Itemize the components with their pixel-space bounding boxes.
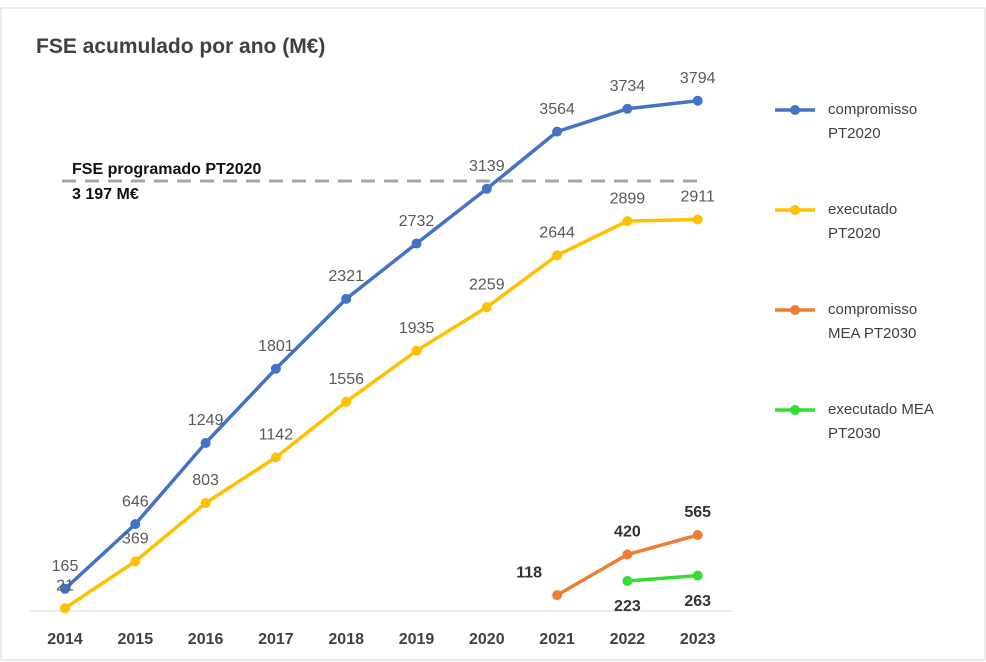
- data-label: 3139: [469, 158, 505, 175]
- data-point: [481, 302, 492, 313]
- data-point: [341, 293, 352, 304]
- data-point: [341, 396, 352, 407]
- legend-label: executado PT2020: [828, 201, 898, 242]
- legend-marker: [790, 305, 800, 315]
- data-point: [622, 103, 633, 114]
- data-label: 3734: [610, 78, 646, 95]
- data-label: 420: [614, 524, 641, 541]
- data-point: [270, 452, 281, 463]
- data-label: 803: [192, 472, 219, 489]
- data-label: 118: [516, 564, 542, 581]
- x-tick-label: 2018: [328, 631, 364, 648]
- data-label: 3564: [539, 101, 575, 118]
- legend-marker: [790, 105, 800, 115]
- x-tick-label: 2017: [258, 631, 294, 648]
- data-point: [692, 95, 703, 106]
- data-point: [130, 556, 141, 567]
- data-label: 1556: [328, 371, 364, 388]
- data-label: 2911: [680, 189, 715, 206]
- chart-title: FSE acumulado por ano (M€): [36, 35, 326, 58]
- data-label: 3794: [680, 70, 716, 87]
- data-point: [270, 363, 281, 374]
- legend-label: compromisso PT2020: [828, 101, 918, 142]
- legend-label: executado MEA PT2030: [828, 401, 934, 442]
- data-point: [411, 238, 422, 249]
- series-line: [64, 217, 698, 610]
- data-point: [622, 576, 633, 587]
- data-label: 2321: [328, 268, 364, 285]
- x-tick-label: 2014: [47, 631, 83, 648]
- data-point: [622, 549, 633, 560]
- data-label: 1935: [399, 320, 435, 337]
- x-tick-label: 2022: [610, 631, 646, 648]
- data-point: [552, 126, 563, 137]
- data-label: 165: [52, 558, 79, 575]
- data-point: [60, 583, 70, 594]
- frame: [0, 7, 986, 661]
- data-point: [692, 530, 703, 541]
- legend-marker: [790, 205, 800, 215]
- data-point: [552, 590, 563, 601]
- data-label: 2732: [399, 213, 435, 230]
- data-point: [481, 183, 492, 194]
- data-point: [622, 216, 633, 227]
- x-tick-label: 2019: [399, 631, 435, 648]
- data-label: 1801: [258, 338, 294, 355]
- reference-sublabel: 3 197 M€: [72, 186, 139, 203]
- data-label: 223: [614, 598, 641, 615]
- data-point: [200, 497, 211, 508]
- series-line: [627, 573, 698, 583]
- series-line: [63, 98, 698, 591]
- data-label: 2644: [539, 225, 575, 242]
- data-point: [200, 438, 211, 449]
- data-label: 2259: [469, 276, 505, 293]
- x-tick-label: 2015: [118, 631, 154, 648]
- data-label: 2899: [610, 190, 646, 207]
- legend-marker: [790, 405, 800, 415]
- data-label: 263: [684, 593, 711, 610]
- x-tick-label: 2020: [469, 631, 505, 648]
- legend-label: compromisso MEA PT2030: [828, 301, 918, 342]
- data-label: 21: [56, 577, 74, 594]
- data-point: [552, 250, 563, 261]
- data-label: 369: [122, 531, 149, 548]
- data-point: [130, 519, 141, 530]
- reference-label: FSE programado PT2020: [72, 161, 261, 178]
- x-tick-label: 2023: [680, 631, 716, 648]
- series-line: [556, 533, 699, 597]
- data-label: 1142: [259, 427, 294, 444]
- x-tick-label: 2021: [539, 631, 575, 648]
- data-point: [692, 214, 703, 225]
- data-label: 565: [684, 504, 711, 521]
- data-point: [60, 603, 70, 614]
- data-label: 1249: [188, 412, 224, 429]
- data-point: [692, 570, 703, 581]
- x-tick-label: 2016: [188, 631, 224, 648]
- data-point: [411, 345, 422, 356]
- data-label: 646: [122, 493, 149, 510]
